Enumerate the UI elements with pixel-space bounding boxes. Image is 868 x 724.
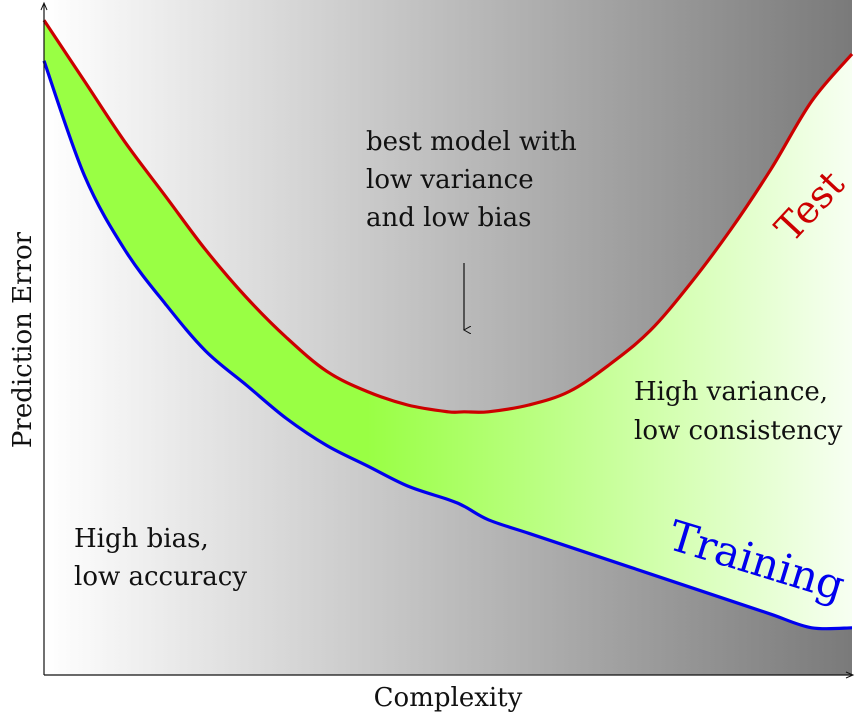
annotation-high-variance-line-2: low consistency	[634, 416, 843, 446]
error-gap-band	[44, 20, 852, 629]
annotation-high-variance-line-1: High variance,	[634, 377, 828, 407]
y-axis-arrow-icon	[40, 1, 48, 11]
y-axis-label: Prediction Error	[8, 231, 38, 448]
series-line-training	[42, 60, 853, 631]
annotation-high-variance: High variance, low consistency	[634, 377, 843, 446]
x-axis-arrow-icon	[845, 671, 855, 679]
annotation-high-bias-line-1: High bias,	[74, 524, 209, 554]
annotation-best-model-line-3: and low bias	[366, 203, 531, 233]
annotation-high-bias-line-2: low accuracy	[74, 562, 247, 592]
annotation-high-bias: High bias, low accuracy	[74, 524, 247, 592]
annotation-best-model-line-2: low variance	[366, 165, 534, 195]
annotation-best-model-line-1: best model with	[366, 127, 577, 157]
x-axis-label: Complexity	[374, 683, 523, 713]
series-line-test	[42, 19, 854, 414]
annotation-best-model: best model with low variance and low bia…	[366, 127, 585, 233]
